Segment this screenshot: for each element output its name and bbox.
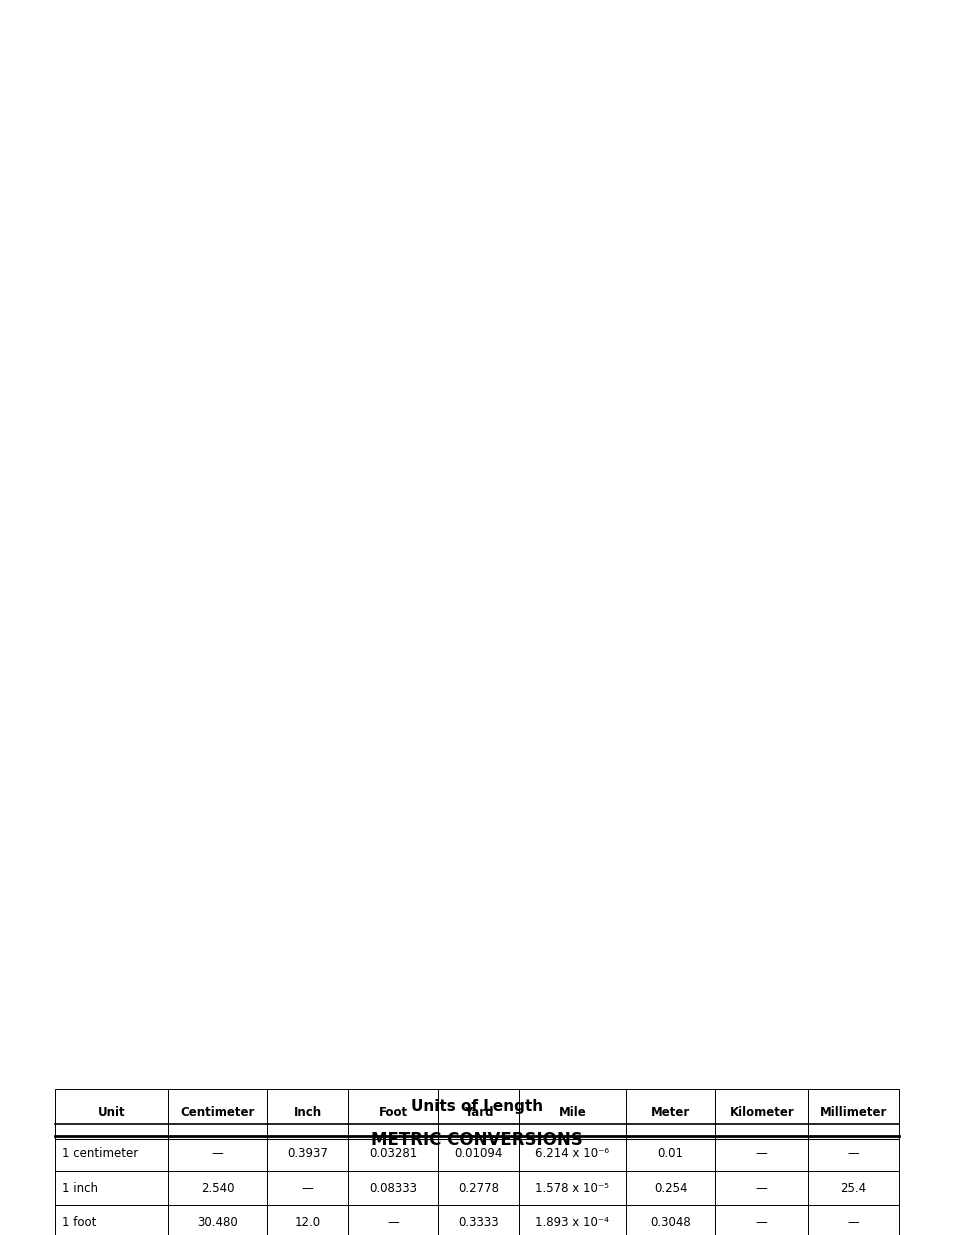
Text: 25.4: 25.4 <box>840 1182 865 1194</box>
Text: 6.214 x 10⁻⁶: 6.214 x 10⁻⁶ <box>535 1147 609 1160</box>
Bar <box>55 1171 168 1205</box>
Text: Kilometer: Kilometer <box>729 1107 793 1119</box>
Text: 0.3048: 0.3048 <box>650 1216 690 1229</box>
Text: 1.578 x 10⁻⁵: 1.578 x 10⁻⁵ <box>535 1182 609 1194</box>
Text: Centimeter: Centimeter <box>180 1107 254 1119</box>
Bar <box>267 1171 348 1205</box>
Bar <box>267 1136 348 1171</box>
Bar <box>625 1136 715 1171</box>
Text: 0.254: 0.254 <box>653 1182 687 1194</box>
Text: 12.0: 12.0 <box>294 1216 320 1229</box>
Bar <box>437 1136 518 1171</box>
Text: 2.540: 2.540 <box>200 1182 234 1194</box>
Text: —: — <box>301 1182 314 1194</box>
Bar <box>715 1171 807 1205</box>
Bar <box>348 1089 437 1136</box>
Bar <box>715 1205 807 1235</box>
Text: —: — <box>755 1147 767 1160</box>
Text: 30.480: 30.480 <box>197 1216 237 1229</box>
Bar <box>518 1136 625 1171</box>
Text: 0.3937: 0.3937 <box>287 1147 328 1160</box>
Text: METRIC CONVERSIONS: METRIC CONVERSIONS <box>371 1131 582 1149</box>
Bar <box>55 1136 168 1171</box>
Bar <box>267 1205 348 1235</box>
Text: 1 inch: 1 inch <box>62 1182 98 1194</box>
Bar <box>807 1205 898 1235</box>
Text: 0.3333: 0.3333 <box>457 1216 498 1229</box>
Text: Mile: Mile <box>558 1107 586 1119</box>
Bar <box>715 1089 807 1136</box>
Bar <box>625 1171 715 1205</box>
Bar <box>348 1136 437 1171</box>
Text: Foot: Foot <box>378 1107 407 1119</box>
Text: 1.893 x 10⁻⁴: 1.893 x 10⁻⁴ <box>535 1216 609 1229</box>
Bar <box>55 1205 168 1235</box>
Bar <box>348 1205 437 1235</box>
Text: Unit: Unit <box>98 1107 125 1119</box>
Bar <box>437 1205 518 1235</box>
Text: Yard: Yard <box>463 1107 493 1119</box>
Bar <box>715 1136 807 1171</box>
Bar <box>267 1089 348 1136</box>
Bar <box>437 1171 518 1205</box>
Bar <box>168 1136 267 1171</box>
Text: 1 foot: 1 foot <box>62 1216 96 1229</box>
Text: 0.01094: 0.01094 <box>454 1147 502 1160</box>
Bar <box>518 1171 625 1205</box>
Bar <box>168 1171 267 1205</box>
Bar <box>518 1205 625 1235</box>
Bar <box>55 1089 168 1136</box>
Bar <box>518 1089 625 1136</box>
Text: Inch: Inch <box>294 1107 321 1119</box>
Text: 0.08333: 0.08333 <box>369 1182 416 1194</box>
Bar <box>437 1089 518 1136</box>
Text: Meter: Meter <box>650 1107 690 1119</box>
Text: —: — <box>387 1216 398 1229</box>
Text: —: — <box>846 1216 859 1229</box>
Bar <box>807 1171 898 1205</box>
Text: —: — <box>846 1147 859 1160</box>
Text: 0.2778: 0.2778 <box>457 1182 498 1194</box>
Text: —: — <box>212 1147 223 1160</box>
Text: —: — <box>755 1216 767 1229</box>
Bar <box>625 1205 715 1235</box>
Bar <box>168 1205 267 1235</box>
Bar <box>348 1171 437 1205</box>
Bar <box>168 1089 267 1136</box>
Bar <box>625 1089 715 1136</box>
Bar <box>807 1089 898 1136</box>
Text: 0.01: 0.01 <box>657 1147 683 1160</box>
Bar <box>807 1136 898 1171</box>
Text: Millimeter: Millimeter <box>819 1107 886 1119</box>
Text: 1 centimeter: 1 centimeter <box>62 1147 138 1160</box>
Text: Units of Length: Units of Length <box>411 1099 542 1114</box>
Text: —: — <box>755 1182 767 1194</box>
Text: 0.03281: 0.03281 <box>369 1147 416 1160</box>
